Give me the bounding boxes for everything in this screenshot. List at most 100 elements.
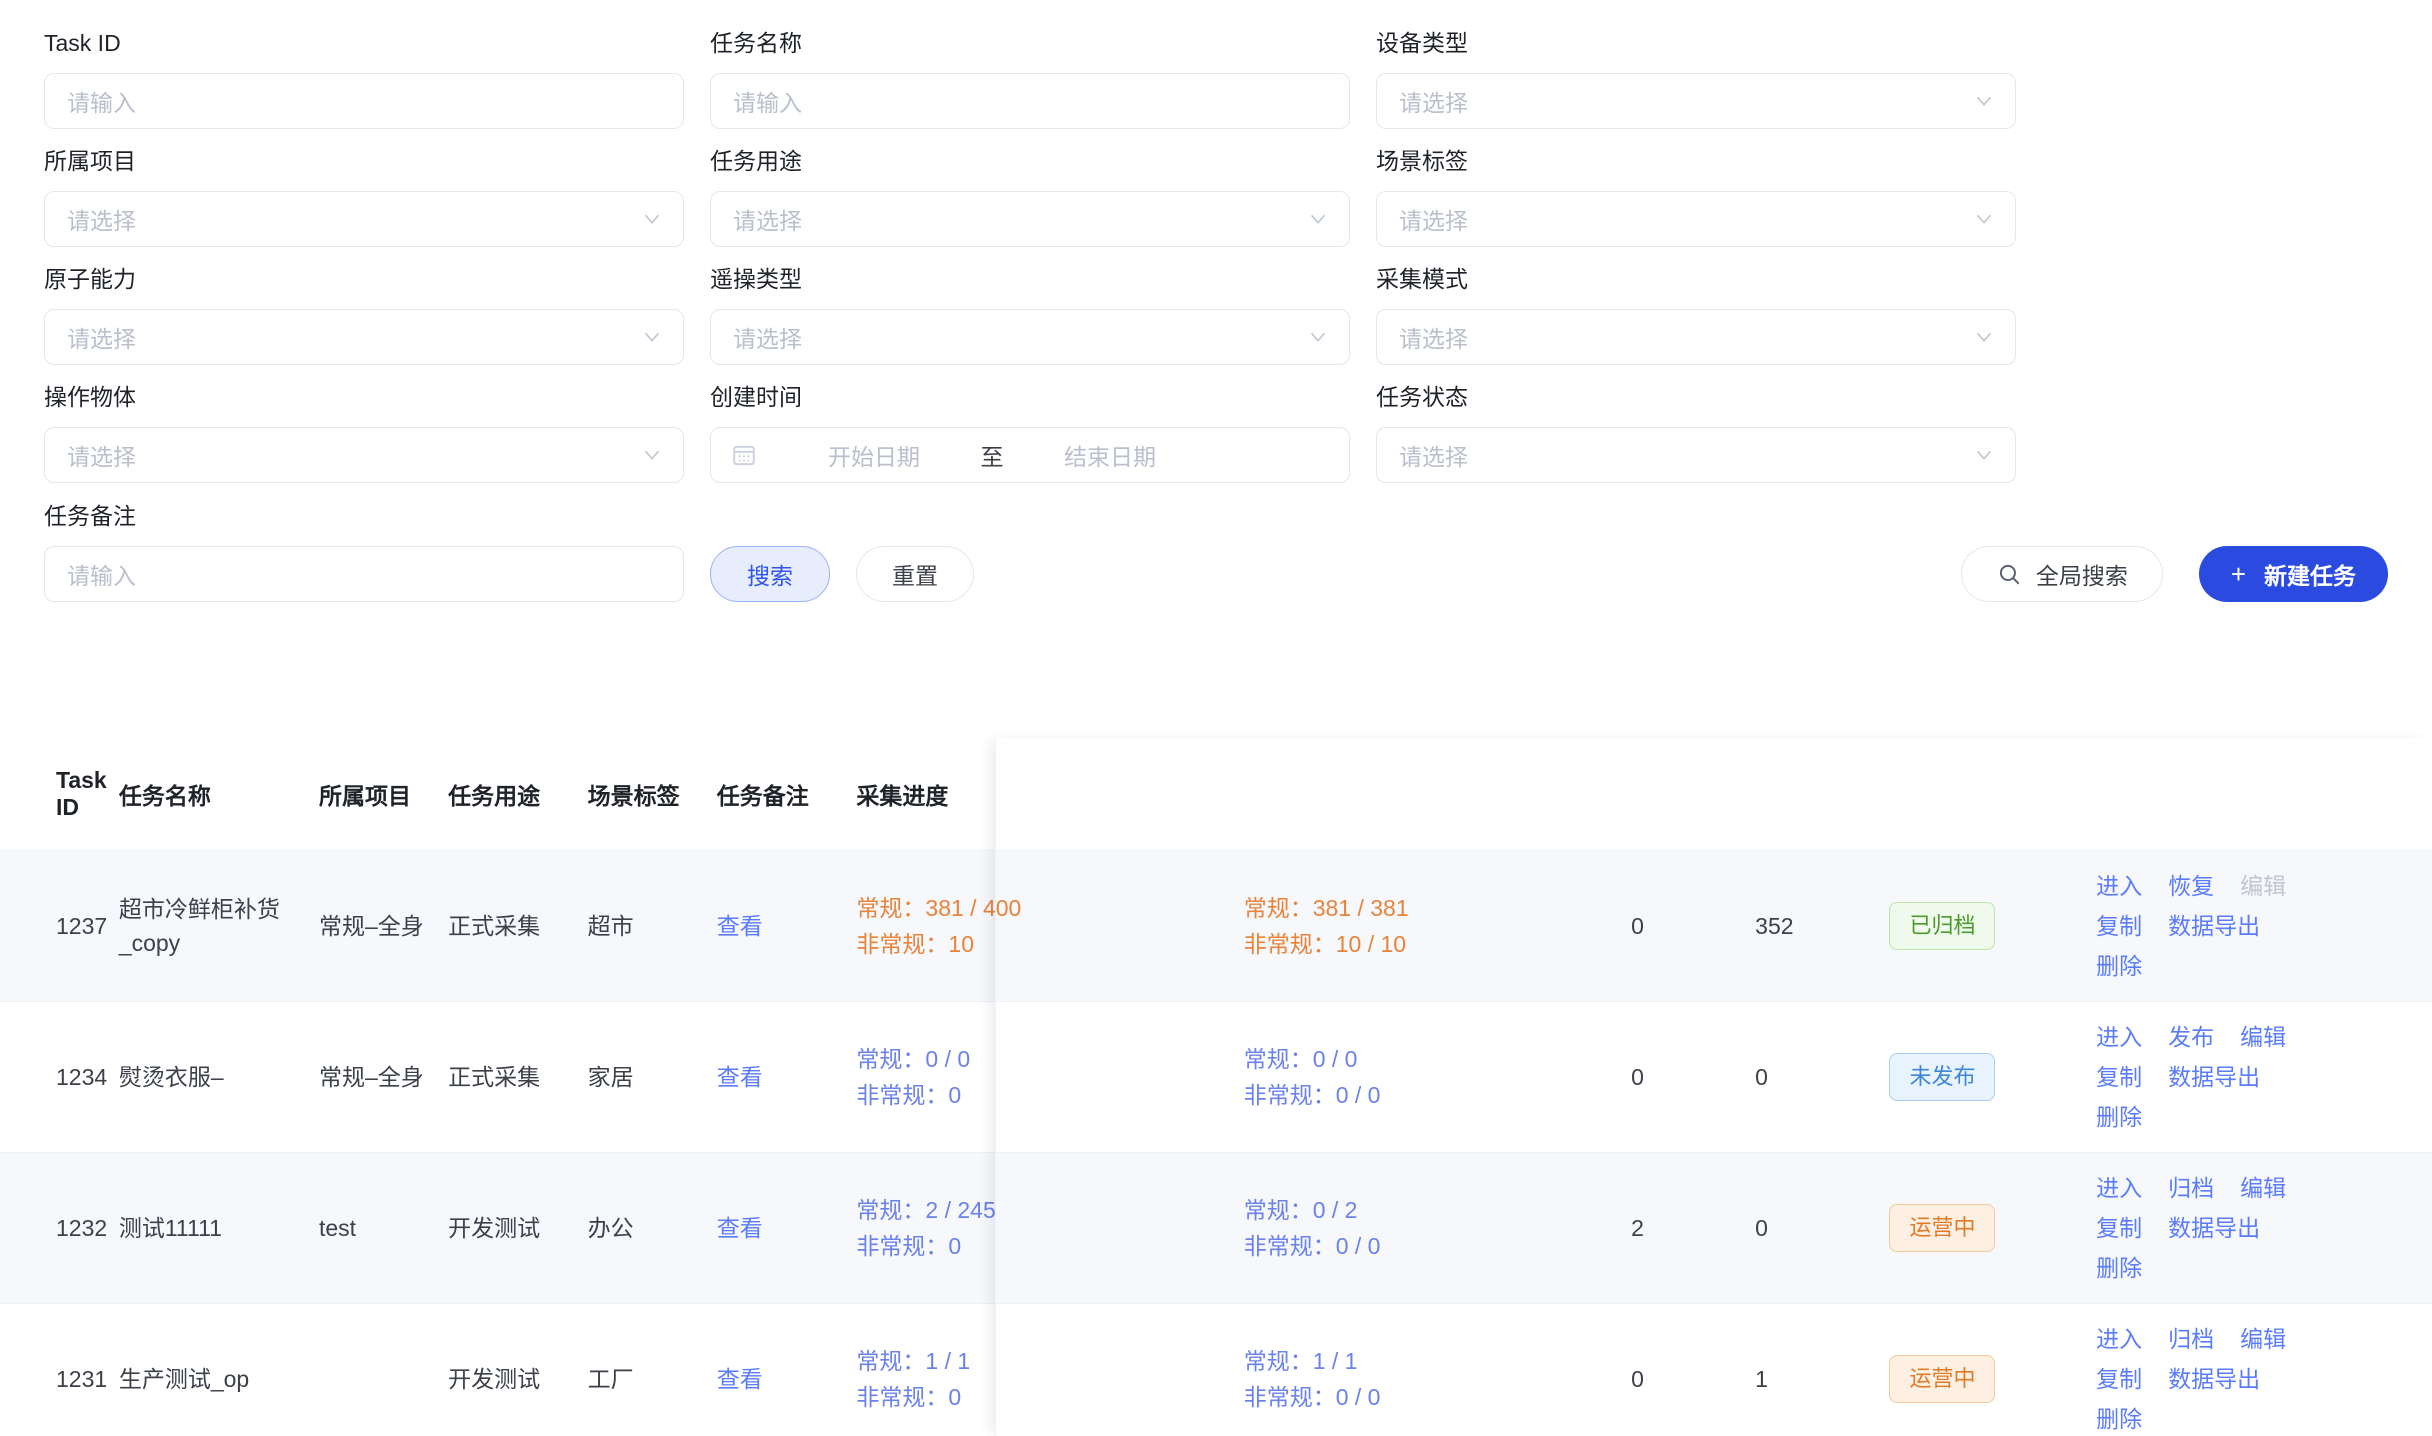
audit-progress-abnormal: 非常规：10 / 10	[1243, 931, 1407, 957]
filter-field-atomic-ability: 原子能力 请选择	[44, 264, 684, 382]
col-audit-passed[interactable]: 审核通 过量	[1755, 738, 1890, 851]
op-编辑[interactable]: 编辑	[2240, 1024, 2287, 1050]
audit-passed-value: 1	[1755, 1366, 1768, 1392]
cell-pending-audit: 2	[1631, 1152, 1756, 1304]
cell-scene-tag: 超市	[587, 850, 717, 1002]
collect-progress: 常规：0 / 0 非常规：0	[856, 1041, 1243, 1113]
view-remark-link[interactable]: 查看	[716, 1366, 763, 1392]
op-编辑[interactable]: 编辑	[2240, 1326, 2287, 1352]
cell-task-id: 1231	[0, 1303, 119, 1436]
col-task-name[interactable]: 任务名称	[118, 738, 319, 851]
row-operations: 进入 发布 编辑复制 数据导出 删除	[2096, 1020, 2331, 1134]
op-归档[interactable]: 归档	[2168, 1175, 2215, 1201]
task-name-value: 超市冷鲜柜补货_copy	[118, 896, 280, 956]
audit-progress-abnormal: 非常规：0 / 0	[1243, 1082, 1381, 1108]
cell-audit-passed: 0	[1755, 1152, 1890, 1304]
col-audit-progress[interactable]: 审核进度	[1243, 738, 1632, 851]
col-task-remark[interactable]: 任务备注	[716, 738, 831, 851]
project-select[interactable]: 请选择	[44, 191, 684, 247]
task-status-select[interactable]: 请选择	[1376, 427, 2016, 483]
task-table-container[interactable]: Task ID 任务名称 所属项目 任务用途 场景标签 任务备注 采集进度 审核…	[0, 738, 2432, 1436]
task-use-select[interactable]: 请选择	[710, 191, 1350, 247]
op-删除[interactable]: 删除	[2096, 1406, 2143, 1432]
operated-object-select[interactable]: 请选择	[44, 427, 684, 483]
device-type-select[interactable]: 请选择	[1376, 73, 2016, 129]
op-删除[interactable]: 删除	[2096, 1104, 2143, 1130]
op-复制[interactable]: 复制	[2096, 913, 2143, 939]
cell-task-name: 生产测试_op	[118, 1303, 319, 1436]
primary-actions: 全局搜索 + 新建任务	[1960, 546, 2388, 602]
col-task-id[interactable]: Task ID	[0, 738, 119, 851]
col-task-status[interactable]: 任务状态	[1889, 738, 2097, 851]
col-task-use[interactable]: 任务用途	[448, 738, 588, 851]
task-remark-input[interactable]: 请输入	[44, 546, 684, 602]
filter-label-collect-mode: 采集模式	[1376, 266, 1468, 292]
filter-label-task-status: 任务状态	[1376, 384, 1468, 410]
task-id-input[interactable]: 请输入	[44, 73, 684, 129]
table-row[interactable]: 1231 生产测试_op 开发测试 工厂 查看 常规：1 / 1 非常规：0 常规：1 / 1…	[0, 1303, 2432, 1436]
scene-tag-value: 工厂	[587, 1366, 634, 1392]
filter-label-task-name: 任务名称	[710, 30, 802, 56]
op-编辑[interactable]: 编辑	[2240, 1175, 2287, 1201]
op-发布[interactable]: 发布	[2168, 1024, 2215, 1050]
view-remark-link[interactable]: 查看	[716, 913, 763, 939]
op-进入[interactable]: 进入	[2096, 1175, 2143, 1201]
filter-grid: Task ID 请输入 任务名称 请输入 设备类型 请选择 所	[44, 28, 2388, 500]
atomic-ability-select[interactable]: 请选择	[44, 309, 684, 365]
op-数据导出[interactable]: 数据导出	[2168, 1064, 2261, 1090]
global-search-button[interactable]: 全局搜索	[1960, 546, 2163, 602]
audit-progress: 常规：0 / 0 非常规：0 / 0	[1244, 1041, 1631, 1113]
op-数据导出[interactable]: 数据导出	[2168, 1215, 2261, 1241]
filter-action-row: 任务备注 请输入 搜索 重置 全局搜索	[44, 501, 2388, 602]
op-复制[interactable]: 复制	[2096, 1366, 2143, 1392]
view-remark-link[interactable]: 查看	[716, 1215, 763, 1241]
table-row[interactable]: 1232 测试11111 test 开发测试 办公 查看 常规：2 / 245 非常规：0 常规…	[0, 1152, 2432, 1304]
audit-progress: 常规：381 / 381 非常规：10 / 10	[1244, 890, 1631, 962]
table-row[interactable]: 1237 超市冷鲜柜补货_copy 常规–全身 正式采集 超市 查看 常规：381 / 40…	[0, 850, 2432, 1002]
op-复制[interactable]: 复制	[2096, 1215, 2143, 1241]
search-button[interactable]: 搜索	[710, 546, 830, 602]
op-归档[interactable]: 归档	[2168, 1326, 2215, 1352]
create-time-range-picker[interactable]: 开始日期 至 结束日期	[710, 427, 1350, 483]
col-collect-progress[interactable]: 采集进度	[830, 738, 1244, 851]
reset-button[interactable]: 重置	[856, 546, 974, 602]
collect-mode-select[interactable]: 请选择	[1376, 309, 2016, 365]
date-start-placeholder[interactable]: 开始日期	[828, 444, 920, 470]
op-复制[interactable]: 复制	[2096, 1064, 2143, 1090]
cell-task-remark: 查看	[716, 1303, 831, 1436]
audit-progress-normal: 常规：1 / 1	[1243, 1348, 1358, 1374]
collect-progress-normal: 常规：381 / 400	[856, 895, 1022, 921]
teleop-type-select[interactable]: 请选择	[710, 309, 1350, 365]
scene-tag-select[interactable]: 请选择	[1376, 191, 2016, 247]
view-remark-link[interactable]: 查看	[716, 1064, 763, 1090]
op-数据导出[interactable]: 数据导出	[2168, 913, 2261, 939]
task-id-value: 1237	[56, 913, 108, 939]
date-end-placeholder[interactable]: 结束日期	[1064, 444, 1156, 470]
filter-label-scene-tag: 场景标签	[1376, 148, 1468, 174]
audit-progress: 常规：1 / 1 非常规：0 / 0	[1244, 1343, 1631, 1415]
col-operations[interactable]: 操作	[2096, 738, 2432, 851]
op-进入[interactable]: 进入	[2096, 1024, 2143, 1050]
filter-label-teleop-type: 遥操类型	[710, 266, 802, 292]
op-删除[interactable]: 删除	[2096, 953, 2143, 979]
cell-task-use: 正式采集	[448, 1001, 588, 1153]
op-恢复[interactable]: 恢复	[2168, 873, 2215, 899]
op-删除[interactable]: 删除	[2096, 1255, 2143, 1281]
cell-task-remark: 查看	[716, 1152, 831, 1304]
cell-project: 常规–全身	[319, 1001, 449, 1153]
cell-collect-progress: 常规：0 / 0 非常规：0	[830, 1001, 1244, 1153]
audit-progress-abnormal: 非常规：0 / 0	[1243, 1384, 1381, 1410]
col-pending-audit[interactable]: 待审 核量	[1631, 738, 1756, 851]
table-row[interactable]: 1234 熨烫衣服– 常规–全身 正式采集 家居 查看 常规：0 / 0 非常规：0 常规：0 …	[0, 1001, 2432, 1153]
cell-scene-tag: 工厂	[587, 1303, 717, 1436]
filter-label-task-id: Task ID	[44, 30, 121, 56]
op-进入[interactable]: 进入	[2096, 873, 2143, 899]
col-scene-tag[interactable]: 场景标签	[587, 738, 717, 851]
op-数据导出[interactable]: 数据导出	[2168, 1366, 2261, 1392]
op-进入[interactable]: 进入	[2096, 1326, 2143, 1352]
task-use-value: 正式采集	[448, 1064, 541, 1090]
col-project[interactable]: 所属项目	[319, 738, 449, 851]
task-name-input[interactable]: 请输入	[710, 73, 1350, 129]
new-task-button[interactable]: + 新建任务	[2198, 546, 2388, 602]
filter-field-collect-mode: 采集模式 请选择	[1376, 264, 2016, 382]
